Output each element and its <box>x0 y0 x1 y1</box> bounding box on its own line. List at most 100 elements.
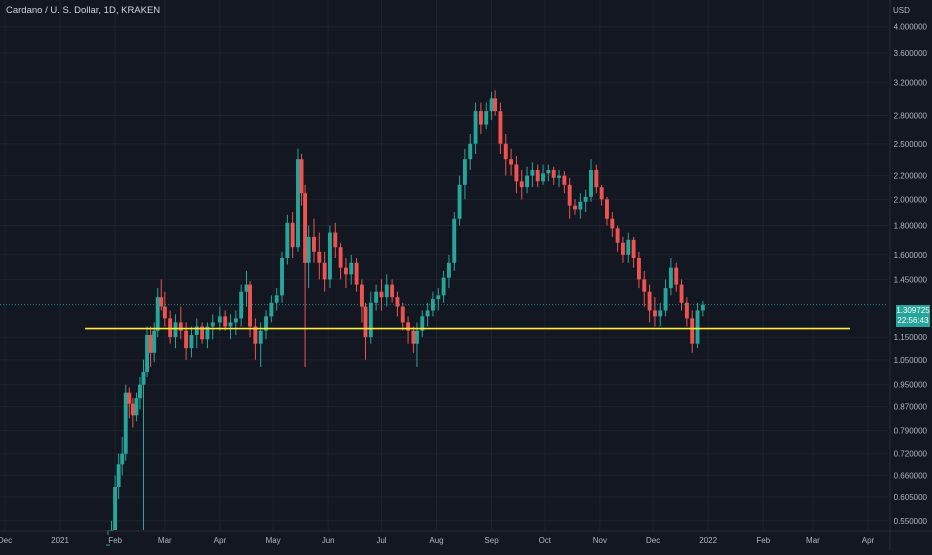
candle-body <box>306 236 311 263</box>
candle-body <box>374 291 379 303</box>
price-tick-label: 1.800000 <box>894 222 928 231</box>
support-line-group <box>0 304 888 330</box>
candle-body <box>647 291 652 311</box>
time-tick-label: Mar <box>806 536 820 545</box>
candle-body <box>363 306 368 338</box>
candle-body <box>425 310 430 317</box>
candle-body <box>478 111 483 125</box>
candle-body <box>248 284 253 327</box>
candle-body <box>217 316 222 323</box>
candle-body <box>130 403 135 416</box>
price-tick-label: 3.200000 <box>894 78 928 87</box>
candle-body <box>493 98 498 112</box>
candle-body <box>594 169 599 188</box>
candle-body <box>684 302 689 319</box>
candle-body <box>205 326 210 340</box>
candle-body <box>551 169 556 178</box>
time-tick-label: Apr <box>214 536 227 545</box>
candle-body <box>626 239 631 255</box>
candle-body <box>589 169 593 197</box>
candle-body <box>280 258 284 296</box>
last-price-value: 1.309725 <box>896 306 930 315</box>
candle-body <box>113 486 118 530</box>
candle-body <box>159 297 164 307</box>
candle-body <box>583 196 588 202</box>
price-tick-label: 1.050000 <box>894 356 928 365</box>
candle-body <box>148 334 153 353</box>
price-tick-label: 0.720000 <box>894 450 928 459</box>
time-tick-label: Feb <box>756 536 770 545</box>
candle-body <box>498 111 503 144</box>
price-tick-label: 4.000000 <box>894 23 928 32</box>
time-tick-label: Dec <box>646 536 660 545</box>
candle-body <box>106 544 110 546</box>
price-tick-label: 1.600000 <box>894 251 928 260</box>
price-tick-label: 0.790000 <box>894 427 928 436</box>
candle-body <box>436 295 441 300</box>
candle-body <box>620 242 625 255</box>
candle-body <box>541 173 545 182</box>
candle-body <box>244 284 249 292</box>
candle-body <box>258 330 263 344</box>
candle-body <box>138 384 142 399</box>
time-tick-label: Mar <box>158 536 172 545</box>
candle-body <box>120 453 125 465</box>
candle-body <box>462 159 467 185</box>
candle-body <box>530 169 535 176</box>
candle-body <box>184 330 189 349</box>
candle-body <box>123 392 128 454</box>
candle-body <box>503 143 508 160</box>
candle-body <box>155 297 160 331</box>
time-tick-label: May <box>266 536 281 545</box>
candle-body <box>573 205 577 210</box>
candle-body <box>354 262 359 285</box>
candle-body <box>615 228 620 243</box>
bar-countdown: 22:56:43 <box>897 316 929 325</box>
candle-body <box>274 295 279 303</box>
candle-body <box>384 284 389 298</box>
candle-body <box>631 239 636 259</box>
candle-body <box>322 262 327 280</box>
candle-body <box>343 267 348 275</box>
candle-body <box>658 310 663 317</box>
time-tick-label: Nov <box>593 536 607 545</box>
candle-body <box>578 201 583 210</box>
time-tick-label: Jun <box>322 536 335 545</box>
time-tick-label: Sep <box>484 536 499 545</box>
symbol-title[interactable]: Cardano / U. S. Dollar, 1D, KRAKEN <box>6 5 161 16</box>
candle-body <box>312 236 316 252</box>
candle-body <box>599 187 604 200</box>
candle-body <box>368 302 373 338</box>
candle-body <box>359 284 364 307</box>
time-tick-label: Oct <box>539 536 552 545</box>
time-tick-label: Feb <box>108 536 122 545</box>
candle-body <box>652 310 657 317</box>
candle-body <box>264 316 268 331</box>
candle-body <box>489 98 494 112</box>
candle-body <box>116 464 121 487</box>
candle-body <box>441 277 446 296</box>
candle-body <box>299 159 304 194</box>
candle-body <box>700 304 705 311</box>
candle-body <box>134 398 139 416</box>
price-tick-label: 0.550000 <box>894 517 928 526</box>
candle-body <box>210 322 215 327</box>
price-tick-label: 2.000000 <box>894 195 928 204</box>
candle-body <box>679 284 684 303</box>
candle-body <box>162 306 167 319</box>
candle-body <box>535 169 540 182</box>
candle-body <box>194 326 199 335</box>
time-axis: Dec 2021 Feb Mar Apr May Jun Jul Aug Sep Oct Nov Dec… <box>0 536 875 545</box>
candle-body <box>509 159 514 165</box>
candle-body <box>141 371 146 385</box>
candle-body <box>468 143 473 160</box>
candle-body <box>525 175 530 188</box>
candle-body <box>514 164 519 182</box>
candle-body <box>663 288 668 311</box>
time-tick-label: 2022 <box>699 536 717 545</box>
candle-body <box>484 111 489 125</box>
price-tick-label: 2.200000 <box>894 172 928 181</box>
time-tick-label: Jul <box>376 536 386 545</box>
